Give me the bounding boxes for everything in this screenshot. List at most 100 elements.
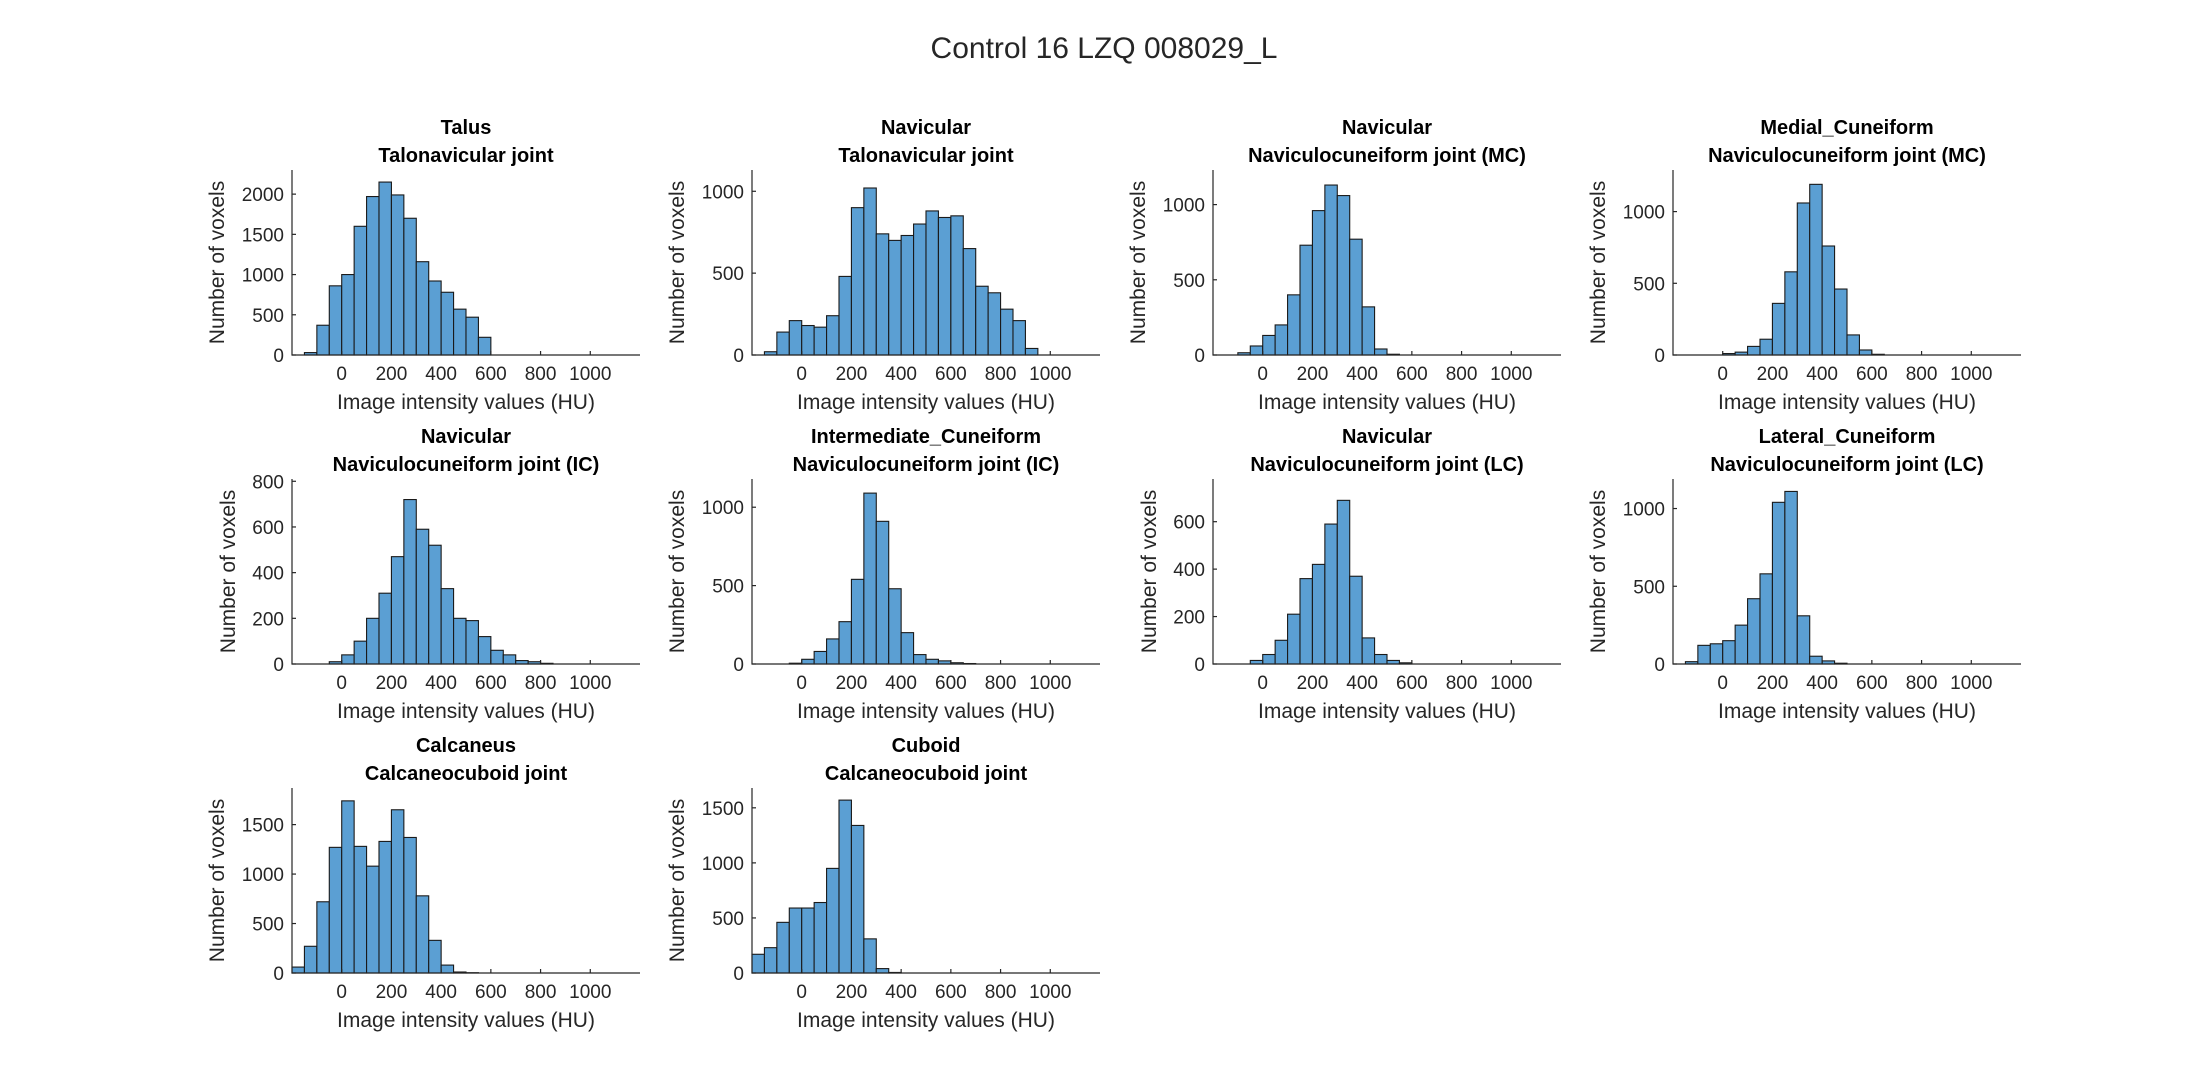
y-tick-label: 500 xyxy=(1633,274,1665,295)
histogram-bar xyxy=(1722,640,1736,665)
histogram-bar xyxy=(1349,238,1363,356)
histogram-bar xyxy=(776,331,790,356)
histogram-bar xyxy=(341,654,355,665)
histogram-bar xyxy=(1784,271,1798,356)
x-tick-label: 400 xyxy=(425,673,457,694)
histogram-bar xyxy=(1336,195,1351,356)
x-tick-label: 600 xyxy=(475,982,507,1003)
histogram-bar xyxy=(838,621,852,665)
histogram-bar xyxy=(826,867,840,974)
panel-title-bone: Talus xyxy=(441,117,492,139)
panel-title-bone: Intermediate_Cuneiform xyxy=(811,426,1041,448)
histogram-bar xyxy=(378,181,392,356)
histogram-bar xyxy=(453,617,467,665)
histogram-bar xyxy=(465,620,479,665)
x-tick-label: 400 xyxy=(885,982,917,1003)
histogram-bar xyxy=(925,210,939,356)
histogram-bar xyxy=(776,921,790,974)
histogram-bar xyxy=(826,638,840,665)
histogram-bar xyxy=(1374,653,1388,665)
histogram-bar xyxy=(1834,288,1848,356)
histogram-bar xyxy=(925,658,939,665)
histogram-bar xyxy=(813,326,828,356)
histogram-bar xyxy=(440,291,455,356)
histogram-bar xyxy=(813,901,828,974)
histogram-bar xyxy=(875,968,890,974)
x-tick-label: 1000 xyxy=(1490,364,1532,385)
histogram-bar xyxy=(1000,308,1014,356)
histogram-bar xyxy=(1336,499,1351,665)
histogram-bar xyxy=(1287,294,1301,356)
y-axis-label: Number of voxels xyxy=(217,490,240,653)
histogram-bar xyxy=(801,324,815,356)
panel-title-bone: Lateral_Cuneiform xyxy=(1759,426,1936,448)
x-tick-label: 400 xyxy=(1346,364,1378,385)
y-axis-label: Number of voxels xyxy=(666,799,689,962)
x-tick-label: 0 xyxy=(336,673,347,694)
histogram-bar xyxy=(1784,490,1798,665)
histogram-bar xyxy=(1709,643,1724,665)
x-tick-label: 400 xyxy=(1346,673,1378,694)
histogram-bar xyxy=(428,939,442,974)
histogram-bar xyxy=(1809,655,1823,665)
x-tick-label: 600 xyxy=(1396,673,1428,694)
histogram-bar xyxy=(1024,347,1039,356)
x-axis-label: Image intensity values (HU) xyxy=(1258,700,1516,723)
histogram-bar xyxy=(875,520,890,665)
histogram-bar xyxy=(888,588,902,665)
x-tick-label: 0 xyxy=(1257,673,1268,694)
y-tick-label: 0 xyxy=(733,655,744,676)
histogram-bar xyxy=(838,275,852,356)
x-tick-label: 1000 xyxy=(569,364,611,385)
x-tick-label: 800 xyxy=(985,673,1017,694)
histogram-bar xyxy=(353,225,368,356)
panel-title-joint: Naviculocuneiform joint (IC) xyxy=(793,454,1060,476)
histogram-bar xyxy=(490,649,504,665)
histogram-bar xyxy=(788,907,803,974)
histogram-bar xyxy=(1361,306,1376,356)
histogram-bar xyxy=(913,223,927,356)
panel-title-joint: Naviculocuneiform joint (LC) xyxy=(1710,454,1983,476)
figure-title: Control 16 LZQ 008029_L xyxy=(930,32,1278,65)
y-tick-label: 0 xyxy=(273,346,284,367)
histogram-panel: 0 200 400 600 800 1000 0 500 1000 Image intensity… xyxy=(1127,117,1561,414)
x-tick-label: 400 xyxy=(1806,673,1838,694)
x-tick-label: 0 xyxy=(336,364,347,385)
panel-title-bone: Medial_Cuneiform xyxy=(1760,117,1933,139)
y-tick-label: 1000 xyxy=(702,498,744,519)
panel-title-joint: Talonavicular joint xyxy=(838,145,1014,167)
y-tick-label: 500 xyxy=(252,915,284,936)
histogram-bar xyxy=(863,187,877,356)
x-axis-label: Image intensity values (HU) xyxy=(337,1009,595,1032)
histogram-bar xyxy=(813,650,828,665)
histogram-bar xyxy=(850,207,865,356)
histogram-bar xyxy=(1287,613,1301,665)
panel-title-bone: Cuboid xyxy=(892,735,961,757)
x-tick-label: 600 xyxy=(935,364,967,385)
histogram-bar xyxy=(1846,334,1860,356)
histogram-bar xyxy=(1299,244,1313,356)
histogram-bar xyxy=(502,654,517,665)
histogram-bar xyxy=(788,320,803,356)
x-tick-label: 800 xyxy=(525,364,557,385)
y-tick-label: 0 xyxy=(1654,655,1665,676)
axis-lines xyxy=(1212,170,1561,356)
x-tick-label: 400 xyxy=(425,982,457,1003)
histogram-bar xyxy=(353,845,368,974)
histogram-bar xyxy=(1759,573,1773,665)
histogram-bar xyxy=(1349,575,1363,665)
x-tick-label: 1000 xyxy=(1950,673,1992,694)
histogram-bar xyxy=(415,528,430,665)
histogram-bar xyxy=(850,824,865,974)
x-tick-label: 200 xyxy=(1757,673,1789,694)
y-tick-label: 0 xyxy=(733,346,744,367)
histogram-bar xyxy=(353,640,368,665)
histogram-bar xyxy=(900,632,915,665)
y-tick-label: 2000 xyxy=(242,185,284,206)
histogram-bar xyxy=(1771,501,1786,665)
panel-title-joint: Talonavicular joint xyxy=(378,145,554,167)
histogram-bar xyxy=(863,492,877,665)
histogram-bar xyxy=(378,840,392,974)
y-tick-label: 1500 xyxy=(242,816,284,837)
histogram-bar xyxy=(1274,324,1289,356)
